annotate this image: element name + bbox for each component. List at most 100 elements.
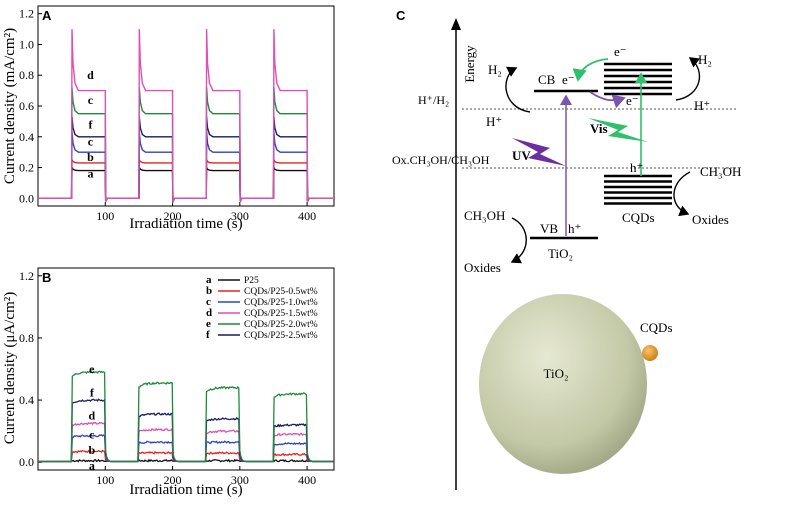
- curve-label-c: c: [88, 134, 94, 148]
- legend-key-b: b: [206, 285, 212, 297]
- vis-label: Vis: [590, 121, 608, 136]
- vb-label: VB: [540, 221, 558, 236]
- legend-key-c: c: [206, 296, 211, 308]
- y-tick-label: 0.8: [19, 68, 34, 82]
- series-line-a: [38, 164, 334, 205]
- right-h2-label: H₂: [698, 52, 712, 67]
- panel-a-y-ticks: 0.0 0.2 0.4 0.6 0.8 1.0 1.2: [19, 7, 42, 205]
- panel-b-curves: [38, 370, 334, 463]
- right-methanol-label: CH₃OH: [700, 164, 741, 179]
- purple-electron-transfer-arrow: [589, 91, 626, 109]
- y-tick-label: 1.2: [19, 269, 34, 283]
- green-electron-transfer-arrow: [572, 58, 609, 82]
- legend-key-e: e: [206, 318, 211, 330]
- tio2-sphere-label: TiO₂: [543, 366, 568, 381]
- x-tick-label: 400: [298, 473, 316, 487]
- legend-label-e: CQDs/P25-2.0wt%: [244, 320, 318, 330]
- uv-light-icon: [512, 138, 566, 166]
- right-methanol-oxidation-arrow: [673, 171, 691, 217]
- series-line-e: [38, 87, 334, 205]
- x-tick-label: 300: [231, 209, 249, 223]
- x-tick-label: 100: [96, 209, 114, 223]
- panel-b-x-ticks: 100 200 300 400: [96, 466, 316, 487]
- panel-a-letter: A: [42, 8, 52, 23]
- vb-hole-label: h⁺: [568, 221, 581, 236]
- left-oxides-label: Oxides: [464, 260, 501, 275]
- left-methanol-oxidation-arrow: [510, 217, 527, 264]
- cb-label: CB: [538, 72, 556, 87]
- h-level-label: H⁺/H₂: [418, 93, 449, 107]
- cqd-hole-label: h⁺: [630, 160, 643, 175]
- series-line-e: [38, 370, 334, 463]
- legend-label-b: CQDs/P25-0.5wt%: [244, 287, 318, 297]
- x-tick-label: 300: [231, 473, 249, 487]
- curve-label-f: f: [90, 385, 95, 399]
- series-line-f: [38, 116, 334, 205]
- cqd-electron-label-bottom: e⁻: [626, 93, 639, 108]
- curve-label-e: e: [89, 362, 95, 376]
- legend-label-f: CQDs/P25-2.5wt%: [244, 331, 318, 341]
- panel-a-x-axis-title: Irradiation time (s): [129, 216, 242, 232]
- y-tick-label: 0.6: [19, 99, 34, 113]
- series-line-d: [38, 29, 334, 202]
- y-tick-label: 0.2: [19, 161, 34, 175]
- ox-level-label: Ox.CH₃OH/CH₃OH: [392, 153, 490, 167]
- y-tick-label: 0.4: [19, 393, 34, 407]
- curve-label-d: d: [88, 409, 95, 423]
- panel-a: A 0.00.20.40.60.81.01.2 100 200 300 400 abc…: [2, 5, 335, 232]
- legend-label-a: P25: [244, 276, 259, 286]
- curve-label-c: c: [89, 427, 95, 441]
- tio2-sphere: [479, 294, 647, 474]
- series-line-c: [38, 132, 334, 205]
- right-h-plus-label: H⁺: [694, 98, 710, 113]
- y-tick-label: 1.0: [19, 37, 34, 51]
- left-h2-label: H₂: [488, 62, 502, 77]
- panel-b-y-ticks: 0.0 0.4 0.8 1.2: [19, 269, 42, 469]
- legend-key-d: d: [206, 307, 212, 319]
- curve-label-e: c: [88, 93, 94, 107]
- tio2-band-label: TiO₂: [548, 246, 573, 261]
- x-tick-label: 200: [164, 209, 182, 223]
- x-tick-label: 200: [164, 473, 182, 487]
- cqd-electron-label-top: e⁻: [614, 44, 627, 59]
- left-h2-evolution-arrow: [505, 66, 531, 113]
- right-oxides-label: Oxides: [692, 212, 729, 227]
- y-tick-label: 0.0: [19, 455, 34, 469]
- panel-c-letter: C: [396, 8, 406, 23]
- curve-label-b: b: [87, 150, 94, 164]
- y-tick-label: 0.0: [19, 191, 34, 205]
- panel-b-x-axis-title: Irradiation time (s): [129, 482, 242, 498]
- right-h2-evolution-arrow: [675, 57, 701, 101]
- panel-b-y-axis-title: Current density (μA/cm²): [2, 292, 18, 445]
- legend-key-f: f: [206, 329, 210, 341]
- x-tick-label: 400: [298, 209, 316, 223]
- cqd-particle-label: CQDs: [640, 320, 673, 335]
- cb-electron-label: e⁻: [562, 72, 575, 87]
- panel-a-x-ticks: 100 200 300 400: [96, 202, 316, 223]
- y-tick-label: 0.8: [19, 331, 34, 345]
- cqd-conduction-stack: [604, 62, 672, 96]
- curve-label-f: f: [88, 117, 93, 131]
- cqd-particle: [642, 345, 658, 361]
- left-methanol-label: CH₃OH: [464, 208, 505, 223]
- curve-label-a: a: [87, 167, 93, 181]
- series-line-d: [38, 421, 334, 463]
- cqd-valence-stack: [604, 174, 672, 205]
- panel-a-curves: [38, 29, 334, 205]
- curve-label-b: b: [88, 443, 95, 457]
- legend-label-c: CQDs/P25-1.0wt%: [244, 298, 318, 308]
- uv-label: UV: [512, 148, 531, 163]
- series-line-b: [38, 157, 334, 205]
- panel-b-legend: a P25 b CQDs/P25-0.5wt% c CQDs/P25-1.0wt% d CQD…: [206, 274, 318, 341]
- curve-label-d: d: [87, 68, 94, 82]
- legend-key-a: a: [206, 274, 212, 286]
- x-tick-label: 100: [96, 473, 114, 487]
- y-tick-label: 0.4: [19, 130, 34, 144]
- y-tick-label: 1.2: [19, 7, 34, 21]
- energy-axis-label: Energy: [462, 45, 477, 83]
- panel-c-diagram: C Energy H⁺/H₂ Ox.CH₃OH/CH₃OH CB e⁻ VB h…: [392, 8, 741, 490]
- legend-label-d: CQDs/P25-1.5wt%: [244, 309, 318, 319]
